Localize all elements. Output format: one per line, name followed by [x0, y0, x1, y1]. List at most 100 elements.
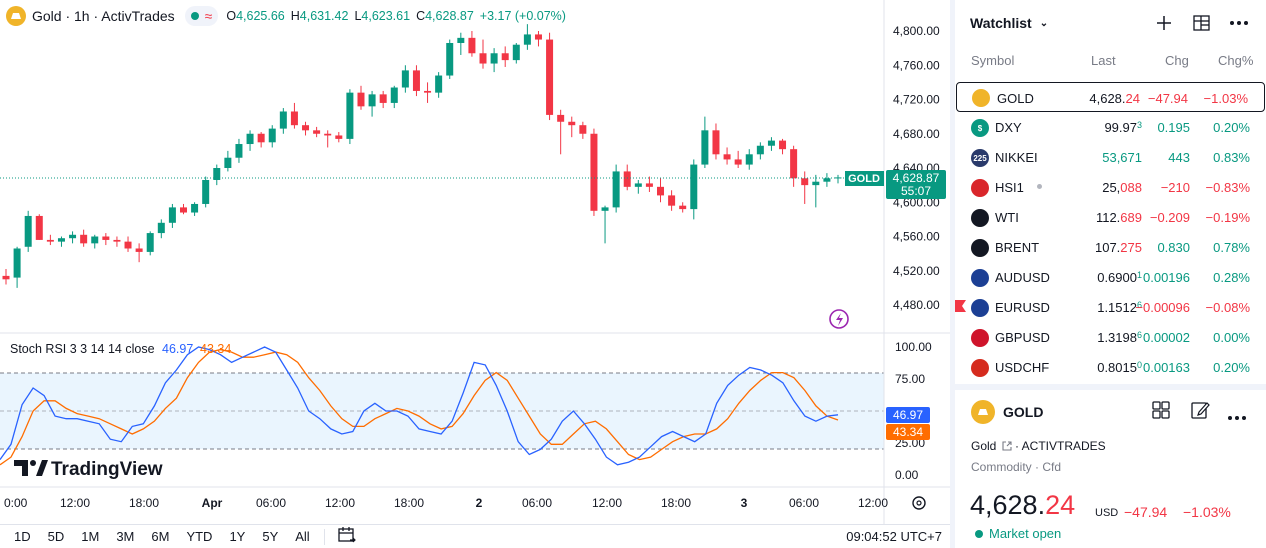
dot-separator: ·: [1015, 439, 1022, 453]
watchlist-column-headers: Symbol Last Chg Chg%: [955, 50, 1266, 72]
row-change: 0.00196: [1143, 270, 1190, 285]
candle: [590, 128, 598, 216]
edit-note-icon[interactable]: [1190, 400, 1210, 425]
candle: [357, 85, 365, 110]
candle: [390, 85, 398, 109]
sidebar-splitter[interactable]: [950, 0, 955, 548]
detail-name[interactable]: Gold: [971, 439, 997, 453]
candle: [790, 145, 798, 187]
detail-category: Commodity · Cfd: [971, 460, 1062, 474]
utc-clock[interactable]: 09:04:52 UTC+7: [846, 529, 942, 544]
timeframe-5y[interactable]: 5Y: [262, 529, 279, 544]
candle: [290, 102, 298, 129]
stoch-tick: 75.00: [895, 372, 925, 386]
more-options-icon[interactable]: [1227, 11, 1251, 35]
chart-area[interactable]: 4,800.00 4,760.00 4,720.00 4,680.00 4,640.00…: [0, 0, 950, 548]
col-last[interactable]: Last: [1091, 53, 1116, 68]
timeframe-ytd[interactable]: YTD: [186, 529, 213, 544]
time-tick: 12:00: [592, 496, 622, 510]
stoch-d-label: 43.34: [886, 424, 930, 440]
stoch-d-legend: 43.34: [200, 342, 231, 356]
row-change: −0.209: [1149, 210, 1190, 225]
candle: [490, 48, 498, 73]
axis-settings-icon[interactable]: [912, 496, 926, 510]
candle: [557, 109, 565, 155]
col-symbol[interactable]: Symbol: [971, 53, 1015, 68]
detail-currency: USD: [1095, 507, 1119, 519]
watchlist-row-brent[interactable]: BRENT 107.275 0.830 0.78%: [955, 232, 1266, 262]
stoch-tick: 0.00: [895, 468, 919, 482]
price-chart[interactable]: 4,800.004,760.004,720.004,680.004,640.00…: [0, 0, 950, 524]
candle: [213, 164, 221, 186]
timeframe-1y[interactable]: 1Y: [229, 529, 246, 544]
symbol-legend[interactable]: Gold · 1h · ActivTrades ≈ O4,625.66 H4,6…: [0, 4, 566, 28]
detail-more-icon[interactable]: [1227, 408, 1247, 426]
watchlist-row-hsi1[interactable]: HSI1 25,088 −210 −0.83%: [955, 172, 1266, 202]
detail-symbol[interactable]: GOLD: [1003, 404, 1044, 420]
watchlist-row-wti[interactable]: WTI 112.689 −0.209 −0.19%: [955, 202, 1266, 232]
candle: [124, 236, 132, 252]
watchlist-row-eurusd[interactable]: EURUSD 1.15126 −0.00096 −0.08%: [955, 292, 1266, 322]
candle: [335, 132, 343, 143]
eurusd-logo-icon: [971, 299, 989, 317]
stoch-label[interactable]: Stoch RSI 3 3 14 14 close: [10, 342, 155, 356]
usdchf-logo-icon: [971, 359, 989, 377]
candle: [690, 159, 698, 220]
row-last: 112.689: [1095, 210, 1142, 225]
row-symbol: AUDUSD: [995, 270, 1050, 285]
row-change-pct: 0.83%: [1213, 150, 1250, 165]
row-symbol: GOLD: [997, 91, 1034, 106]
candle: [823, 173, 831, 187]
row-change-pct: 0.78%: [1213, 240, 1250, 255]
watchlist-row-usdchf[interactable]: USDCHF 0.80150 0.00163 0.20%: [955, 352, 1266, 382]
row-change-pct: 0.00%: [1213, 330, 1250, 345]
grid-view-icon[interactable]: [1151, 400, 1171, 425]
add-symbol-icon[interactable]: [1152, 11, 1176, 35]
ohlc-change: +3.17 (+0.07%): [479, 9, 566, 23]
candle: [701, 116, 709, 168]
nikkei-logo-icon: 225: [971, 149, 989, 167]
row-last: 0.80150: [1097, 360, 1142, 375]
timeframe-5d[interactable]: 5D: [47, 529, 65, 544]
candle: [679, 202, 687, 213]
detail-exchange[interactable]: · ACTIVTRADES: [1015, 439, 1106, 453]
market-status[interactable]: Market open: [989, 526, 1062, 541]
calendar-range-icon[interactable]: [337, 526, 357, 547]
candle: [102, 233, 110, 246]
external-link-icon[interactable]: [1001, 439, 1013, 457]
watchlist-title[interactable]: Watchlist ⌄: [970, 15, 1049, 31]
time-axis[interactable]: 0:00 12:00 18:00 Apr 06:00 12:00 18:00 2 06:00 12…: [4, 496, 888, 510]
lightning-icon[interactable]: [829, 309, 849, 329]
time-tick: 18:00: [394, 496, 424, 510]
col-chgp[interactable]: Chg%: [1218, 53, 1254, 68]
timeframe-1d[interactable]: 1D: [14, 529, 31, 544]
candle: [24, 210, 32, 252]
row-last: 53,671: [1102, 150, 1142, 165]
col-chg[interactable]: Chg: [1165, 53, 1189, 68]
timeframe-6m[interactable]: 6M: [151, 529, 170, 544]
price-tick: 4,720.00: [893, 93, 940, 107]
hsi1-logo-icon: [971, 179, 989, 197]
candle: [346, 89, 354, 145]
watchlist-row-audusd[interactable]: AUDUSD 0.69001 0.00196 0.28%: [955, 262, 1266, 292]
market-open-icon: [975, 530, 983, 538]
candle: [501, 46, 509, 67]
flag-icon[interactable]: [955, 299, 966, 312]
watchlist-row-gbpusd[interactable]: GBPUSD 1.31986 0.00002 0.00%: [955, 322, 1266, 352]
market-status-pill[interactable]: ≈: [184, 6, 219, 26]
timeframe-all[interactable]: All: [295, 529, 310, 544]
timeframe-1m[interactable]: 1M: [81, 529, 100, 544]
watchlist-row-gold[interactable]: GOLD 4,628.24 −47.94 −1.03%: [956, 82, 1265, 112]
advanced-view-icon[interactable]: [1190, 11, 1214, 35]
watchlist-row-dxy[interactable]: $ DXY 99.973 0.195 0.20%: [955, 112, 1266, 142]
timeframe-3m[interactable]: 3M: [116, 529, 135, 544]
candle: [401, 65, 409, 93]
time-tick: 2: [476, 496, 483, 510]
watchlist-row-nikkei[interactable]: 225 NIKKEI 53,671 443 0.83%: [955, 142, 1266, 172]
candle: [812, 174, 820, 208]
price-axis[interactable]: 4,800.004,760.004,720.004,680.004,640.00…: [893, 24, 940, 312]
row-change: 0.195: [1157, 120, 1190, 135]
candle: [435, 72, 443, 98]
brent-logo-icon: [971, 239, 989, 257]
symbol-title[interactable]: Gold · 1h · ActivTrades: [32, 8, 175, 24]
